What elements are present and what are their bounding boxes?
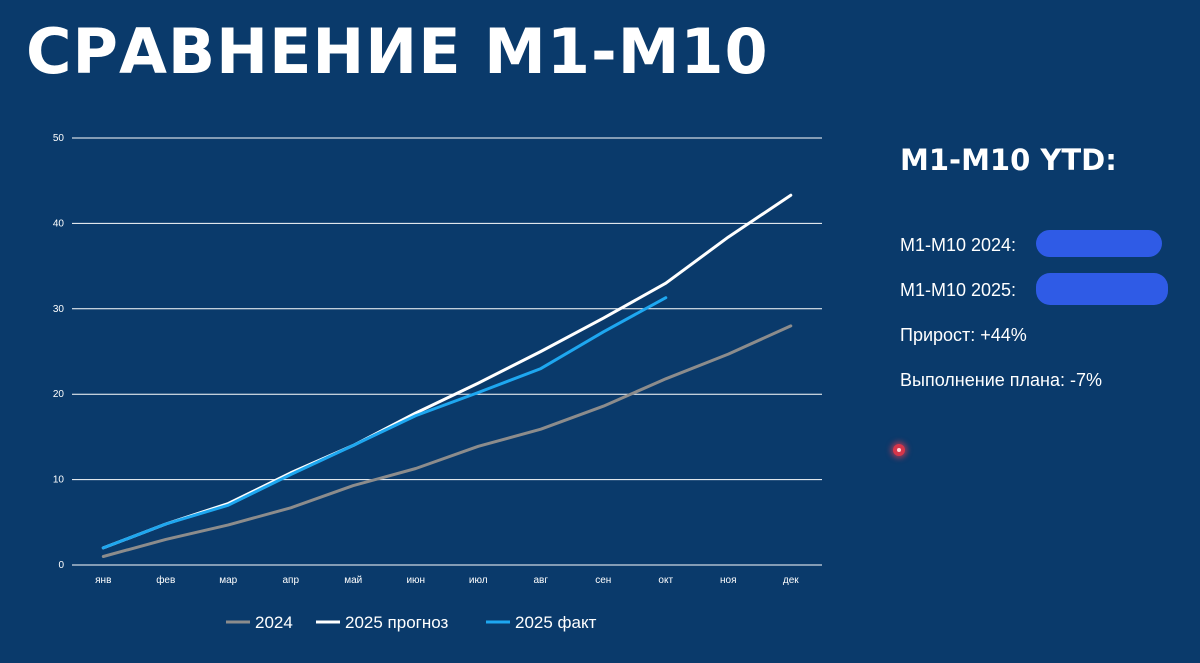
y-tick-label: 10 [53, 475, 65, 486]
chart-gridlines [72, 137, 822, 566]
pointer-cursor-icon [893, 444, 905, 456]
ytd-plan-execution: Выполнение плана: -7% [900, 370, 1102, 390]
ytd-2024-row: M1-M10 2024: [900, 230, 1190, 257]
x-tick-label: апр [282, 575, 299, 586]
ytd-panel: M1-M10 YTD: M1-M10 2024: M1-M10 2025: Пр… [900, 140, 1190, 414]
x-axis-ticks: янв фев мар апр май июн июл авг сен окт ноя дек [95, 574, 799, 586]
redaction-mark [1036, 273, 1168, 305]
x-tick-label: окт [658, 575, 673, 586]
x-tick-label: мар [219, 575, 237, 586]
line-chart: 0 10 20 30 40 50 янв фев мар апр май июн июл авг сен о… [53, 133, 822, 632]
legend-label: 2024 [255, 613, 293, 632]
y-tick-label: 30 [53, 304, 65, 315]
ytd-2025-label: M1-M10 2025: [900, 280, 1017, 300]
series-line-2 [101, 296, 668, 550]
ytd-2024-label: M1-M10 2024: [900, 235, 1017, 255]
x-tick-label: июл [469, 575, 488, 586]
ytd-title: M1-M10 YTD: [900, 143, 1117, 177]
chart-legend: 2024 2025 прогноз 2025 факт [226, 613, 597, 632]
y-tick-label: 50 [53, 133, 65, 144]
page-title: СРАВНЕНИЕ М1-М10 [26, 15, 769, 88]
x-tick-label: ноя [720, 575, 737, 586]
series-line-0 [101, 324, 793, 558]
x-tick-label: дек [783, 575, 799, 586]
y-tick-label: 40 [53, 218, 65, 229]
ytd-2025-row: M1-M10 2025: [900, 273, 1190, 305]
y-tick-label: 0 [58, 560, 64, 571]
x-tick-label: сен [595, 575, 611, 586]
x-tick-label: авг [533, 575, 548, 586]
legend-label: 2025 факт [515, 613, 597, 632]
y-tick-label: 20 [53, 389, 65, 400]
y-axis-ticks: 0 10 20 30 40 50 [53, 133, 65, 571]
x-tick-label: июн [406, 575, 425, 586]
ytd-growth: Прирост: +44% [900, 325, 1027, 345]
redaction-mark [1036, 230, 1162, 257]
x-tick-label: янв [95, 575, 111, 586]
x-tick-label: фев [156, 574, 175, 586]
chart-series [101, 193, 793, 558]
legend-label: 2025 прогноз [345, 613, 449, 632]
x-tick-label: май [344, 575, 362, 586]
